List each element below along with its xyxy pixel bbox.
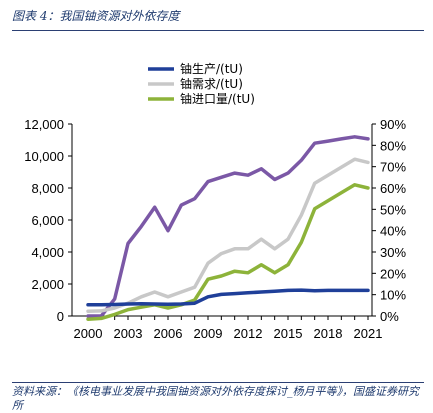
x-tick-label: 2021	[354, 326, 383, 341]
right-tick-label: 90%	[380, 117, 406, 132]
series-line-2	[86, 183, 370, 321]
left-tick-label: 12,000	[24, 117, 64, 132]
source-note: 资料来源：《核电事业发展中我国铀资源对外依存度探讨_杨月平等》，国盛证券研究所	[12, 385, 419, 412]
chart-ticks: 0 2,000 4,000 6,000 8,000 10,000 12,000 0% 10% 20…	[24, 117, 406, 341]
left-tick-label: 4,000	[31, 245, 64, 260]
legend-label-2: 铀进口量/(tU)	[180, 92, 255, 106]
chart-legend: 铀生产/(tU)铀需求/(tU)铀进口量/(tU)	[148, 62, 255, 106]
x-tick-label: 2000	[74, 326, 103, 341]
left-tick-label: 10,000	[24, 149, 64, 164]
legend-label-0: 铀生产/(tU)	[180, 62, 243, 76]
right-tick-label: 10%	[380, 288, 406, 303]
left-tick-label: 2,000	[31, 277, 64, 292]
series-line-3	[86, 135, 370, 318]
left-tick-label: 6,000	[31, 213, 64, 228]
right-tick-label: 0%	[380, 309, 399, 324]
right-tick-label: 20%	[380, 266, 406, 281]
series-line-1	[86, 157, 370, 313]
left-tick-label: 8,000	[31, 181, 64, 196]
chart-series	[86, 135, 370, 321]
right-tick-label: 40%	[380, 224, 406, 239]
x-tick-label: 2018	[314, 326, 343, 341]
series-line-0	[86, 288, 370, 307]
legend-label-1: 铀需求/(tU)	[180, 77, 243, 91]
x-tick-label: 2015	[274, 326, 303, 341]
right-tick-label: 30%	[380, 245, 406, 260]
left-tick-label: 0	[57, 309, 64, 324]
right-tick-label: 50%	[380, 202, 406, 217]
right-tick-label: 60%	[380, 181, 406, 196]
x-tick-label: 2006	[154, 326, 183, 341]
right-tick-label: 80%	[380, 138, 406, 153]
x-tick-label: 2003	[114, 326, 143, 341]
source-rule	[12, 382, 424, 383]
x-tick-label: 2012	[234, 326, 263, 341]
right-tick-label: 70%	[380, 160, 406, 175]
x-tick-label: 2009	[194, 326, 223, 341]
title-rule	[12, 30, 424, 31]
figure-title: 图表 4：我国铀资源对外依存度	[12, 9, 180, 23]
